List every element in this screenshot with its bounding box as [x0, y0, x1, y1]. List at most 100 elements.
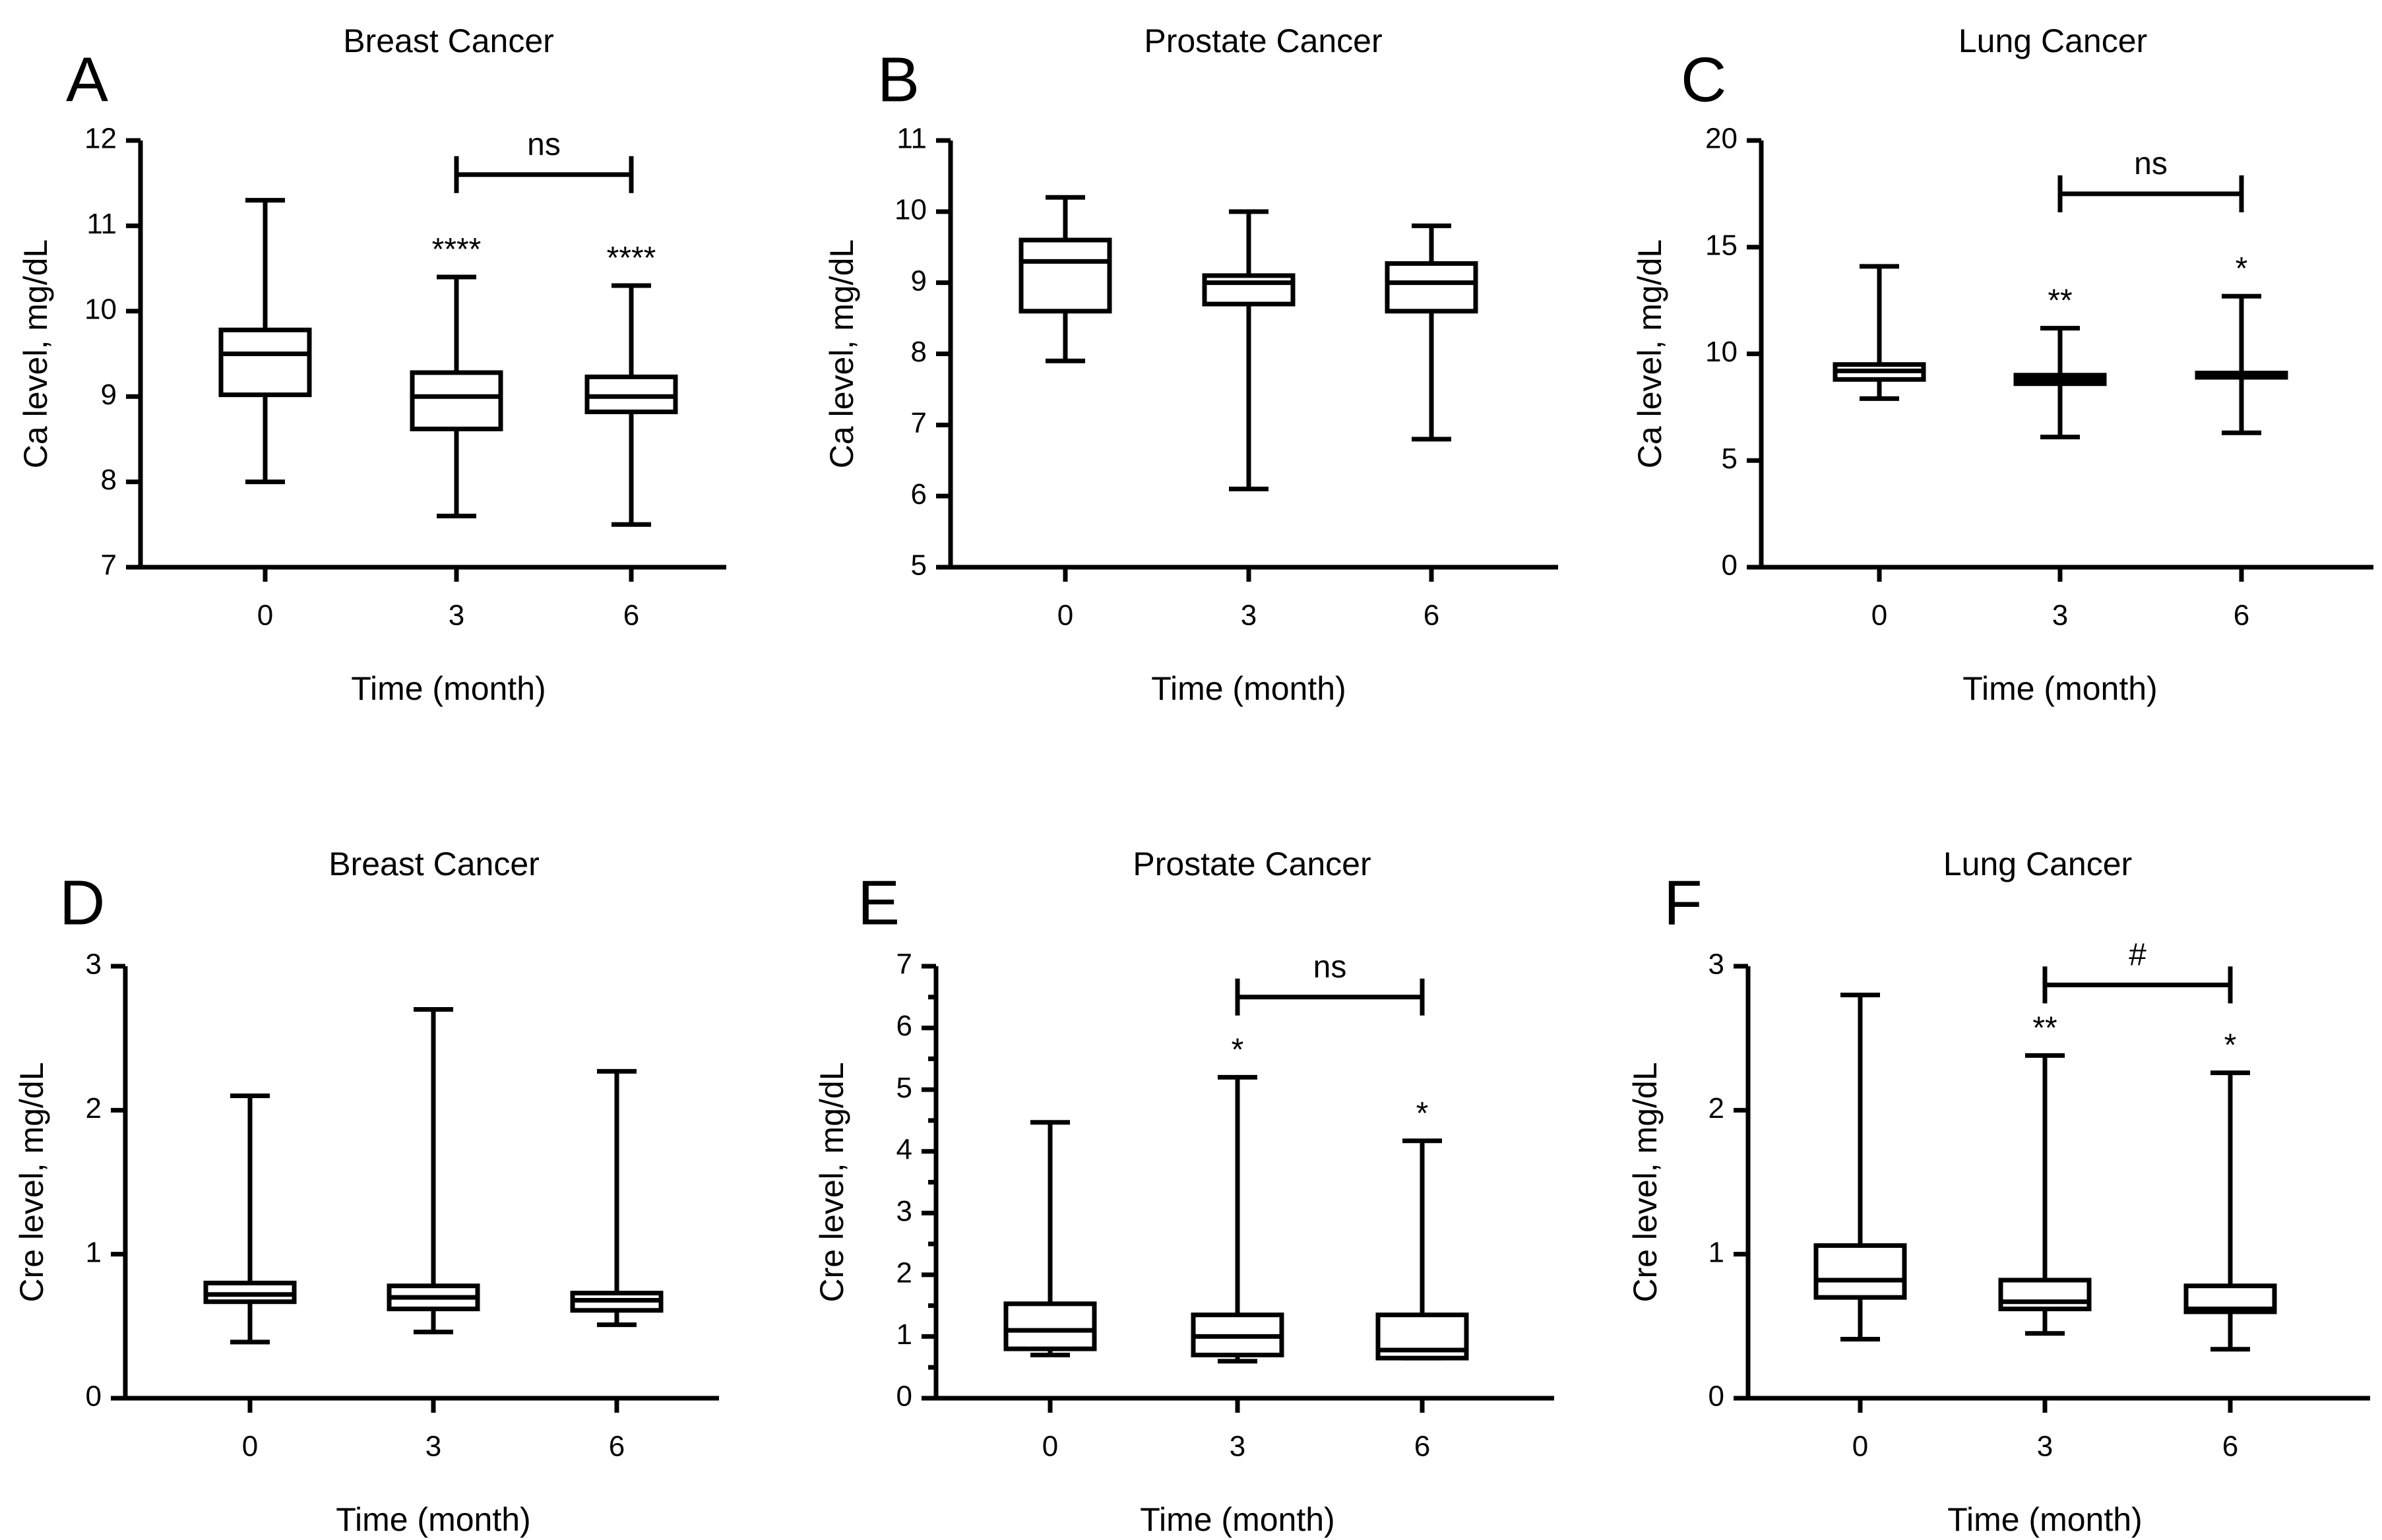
y-tick-label: 7: [911, 407, 927, 439]
significance-label: **: [2048, 284, 2072, 319]
x-axis-label: Time (month): [1947, 1501, 2142, 1538]
x-tick-label: 3: [449, 600, 464, 632]
chart-title: Breast Cancer: [329, 846, 540, 882]
box-iqr: [1813, 1243, 1907, 1300]
y-tick-label: 7: [896, 948, 912, 981]
y-tick-label: 3: [1708, 948, 1724, 981]
bracket-label: ns: [1313, 950, 1347, 985]
x-axis-label: Time (month): [1962, 670, 2157, 707]
chart-title: Breast Cancer: [343, 22, 554, 59]
x-tick-label: 0: [257, 600, 273, 632]
y-tick-label: 12: [84, 123, 117, 155]
x-tick-label: 0: [242, 1431, 258, 1463]
box-iqr: [218, 327, 312, 398]
y-tick-label: 10: [894, 193, 927, 226]
x-tick-label: 0: [1057, 600, 1073, 632]
panel-a: A Breast Cancer 7 8 9 10 11 12 Time (month) Ca le…: [17, 22, 726, 707]
y-axis-label: Cre level, mg/dL: [1627, 1062, 1664, 1302]
y-tick-label: 7: [101, 549, 117, 582]
y-tick-label: 2: [86, 1092, 102, 1124]
y-tick-label: 2: [896, 1256, 912, 1289]
y-tick-label: 5: [911, 549, 927, 582]
y-tick-label: 3: [86, 948, 102, 981]
y-tick-label: 1: [896, 1318, 912, 1351]
chart-title: Prostate Cancer: [1133, 846, 1371, 882]
y-tick-label: 15: [1705, 229, 1738, 261]
y-tick-label: 0: [896, 1380, 912, 1413]
y-axis-label: Ca level, mg/dL: [823, 239, 860, 468]
panel-letter: D: [59, 867, 105, 938]
y-tick-label: 9: [101, 379, 117, 411]
y-tick-label: 11: [896, 123, 927, 155]
y-tick-label: 5: [1722, 443, 1738, 475]
y-tick-label: 0: [1722, 549, 1738, 582]
x-axis-label: Time (month): [1140, 1501, 1334, 1538]
bracket-label: ns: [2134, 146, 2168, 181]
x-tick-label: 0: [1871, 600, 1887, 632]
y-axis-label: Ca level, mg/dL: [17, 239, 54, 468]
panel-d: D Breast Cancer 0 1 2 3 Time (month) Cre level,…: [13, 846, 719, 1538]
x-tick-label: 3: [425, 1431, 441, 1463]
y-tick-label: 8: [911, 336, 927, 368]
x-tick-label: 6: [1424, 600, 1439, 632]
x-tick-label: 0: [1042, 1431, 1058, 1463]
x-tick-label: 0: [1852, 1431, 1868, 1463]
significance-label: *: [1416, 1096, 1429, 1131]
x-tick-label: 6: [2234, 600, 2249, 632]
chart-title: Prostate Cancer: [1144, 22, 1382, 59]
y-tick-label: 9: [911, 264, 927, 297]
chart-title: Lung Cancer: [1943, 846, 2132, 882]
x-tick-label: 6: [1414, 1431, 1430, 1463]
x-tick-label: 3: [2052, 600, 2068, 632]
y-tick-label: 6: [911, 478, 927, 510]
y-axis-label: Ca level, mg/dL: [1631, 239, 1668, 468]
bracket-label: #: [2129, 937, 2147, 972]
y-tick-label: 2: [1708, 1092, 1724, 1124]
x-axis-label: Time (month): [1151, 670, 1346, 707]
y-tick-label: 1: [86, 1236, 102, 1268]
y-tick-label: 10: [1705, 336, 1738, 368]
significance-label: **: [2032, 1010, 2057, 1045]
x-tick-label: 6: [2222, 1431, 2238, 1463]
box-iqr: [410, 370, 503, 431]
significance-label: *: [2236, 251, 2248, 286]
y-tick-label: 20: [1705, 123, 1738, 155]
y-tick-label: 6: [896, 1010, 912, 1042]
significance-label: *: [2224, 1028, 2237, 1063]
y-tick-label: 11: [86, 208, 117, 240]
y-tick-label: 0: [1708, 1380, 1724, 1413]
panel-letter: E: [858, 867, 900, 938]
y-tick-label: 0: [86, 1380, 102, 1413]
panel-letter: B: [877, 44, 920, 115]
box-iqr: [1998, 1278, 2092, 1312]
panel-c: C Lung Cancer 0 5 10 15 20 Time (month) Ca level…: [1631, 22, 2373, 707]
panel-letter: A: [66, 44, 108, 115]
y-tick-label: 3: [896, 1195, 912, 1227]
y-tick-label: 8: [101, 464, 117, 496]
y-tick-label: 1: [1708, 1236, 1724, 1268]
panel-f: F Lung Cancer 0 1 2 3 Time (month) Cre level, m…: [1627, 846, 2370, 1538]
bracket-label: ns: [527, 127, 561, 162]
significance-label: ****: [607, 241, 656, 276]
significance-label: *: [1232, 1032, 1244, 1067]
panel-b: B Prostate Cancer 5 6 7 8 9 10 11 Time (month) Ca …: [823, 22, 1558, 707]
box-iqr: [1003, 1301, 1097, 1351]
x-tick-label: 3: [1230, 1431, 1245, 1463]
x-tick-label: 6: [623, 600, 639, 632]
y-tick-label: 5: [896, 1072, 912, 1104]
y-tick-label: 10: [84, 293, 117, 325]
x-tick-label: 3: [1241, 600, 1257, 632]
panel-letter: F: [1664, 867, 1703, 938]
x-tick-label: 3: [2037, 1431, 2053, 1463]
y-tick-label: 4: [896, 1133, 912, 1165]
x-axis-label: Time (month): [336, 1501, 530, 1538]
y-axis-label: Cre level, mg/dL: [813, 1062, 850, 1302]
y-axis-label: Cre level, mg/dL: [13, 1062, 50, 1302]
chart-title: Lung Cancer: [1959, 22, 2147, 59]
x-axis-label: Time (month): [351, 670, 546, 707]
box-iqr: [1019, 237, 1112, 314]
x-tick-label: 6: [609, 1431, 625, 1463]
box-iqr: [1385, 261, 1478, 314]
panel-letter: C: [1681, 44, 1726, 115]
